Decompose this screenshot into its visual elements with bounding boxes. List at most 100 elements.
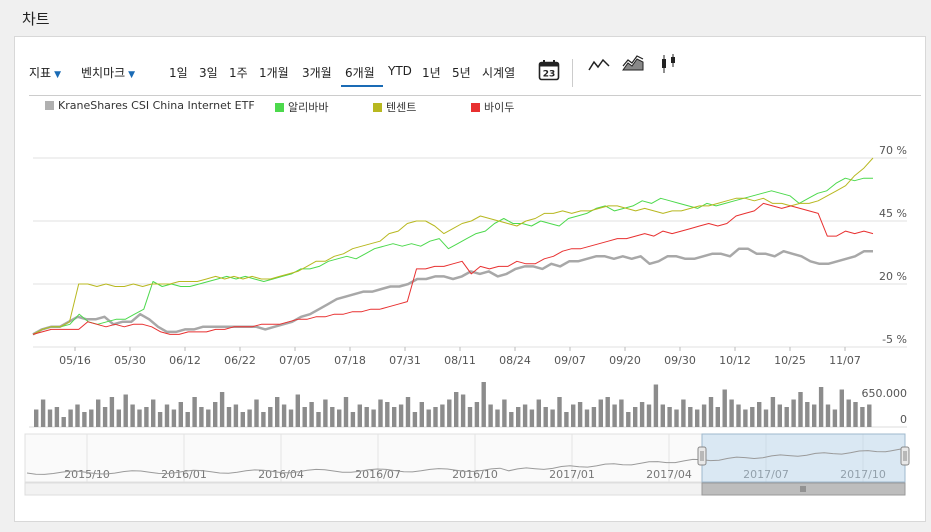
volume-bar (309, 402, 314, 427)
volume-bar (330, 407, 335, 427)
volume-bar (109, 397, 115, 427)
volume-bar (818, 387, 824, 427)
series-line-0[interactable] (32, 247, 873, 336)
calendar-day: 23 (543, 70, 556, 80)
calendar-icon[interactable]: 23 (538, 59, 560, 81)
y-tick-label: 45 % (879, 207, 907, 220)
volume-bar (405, 397, 411, 427)
x-tick-label: 05/30 (114, 354, 146, 367)
period-3d[interactable]: 3일 (199, 66, 218, 80)
indicator-dropdown[interactable]: 지표 ▼ (29, 64, 61, 81)
period-6m[interactable]: 6개월 (345, 66, 375, 80)
period-ytd[interactable]: YTD (388, 64, 412, 78)
volume-bar (89, 409, 94, 427)
volume-bar (832, 409, 838, 427)
volume-bar (240, 412, 245, 427)
volume-bar (633, 407, 638, 427)
line-chart-icon[interactable] (588, 57, 610, 73)
volume-bar (646, 404, 652, 427)
period-1m[interactable]: 1개월 (259, 66, 289, 80)
volume-bar (357, 404, 362, 427)
volume-bar (82, 412, 87, 427)
volume-bar (750, 407, 755, 427)
volume-bar (481, 382, 486, 427)
volume-bar (564, 412, 569, 427)
chart-toolbar: 지표 ▼ 벤치마크 ▼ 1일 3일 1주 1개월 3개월 6개월 YTD 1년 5년… (15, 37, 925, 97)
volume-bar (144, 407, 149, 427)
price-chart[interactable]: 70 % 45 % 20 % -5 % 05/16 05/30 06/12 06/22 07/0… (15, 37, 927, 523)
series-line-1[interactable] (32, 177, 873, 335)
navigator-label: 2016/07 (355, 468, 401, 481)
period-1w[interactable]: 1주 (229, 66, 248, 80)
volume-bar (598, 399, 603, 427)
legend-item-etf[interactable]: KraneShares CSI China Internet ETF (45, 99, 255, 112)
navigator-left-handle[interactable] (697, 446, 707, 466)
legend-swatch (373, 103, 382, 112)
candlestick-chart-icon[interactable] (660, 53, 678, 75)
period-1d[interactable]: 1일 (169, 66, 188, 80)
volume-bar (743, 409, 748, 427)
volume-bar (550, 409, 555, 427)
x-tick-label: 10/12 (719, 354, 751, 367)
legend-label: 텐센트 (386, 101, 417, 114)
toolbar-separator (29, 95, 921, 96)
volume-bar (536, 399, 541, 427)
x-tick-label: 06/12 (169, 354, 201, 367)
legend-item-alibaba[interactable]: 알리바바 (275, 99, 328, 115)
series-line-3[interactable] (32, 202, 874, 335)
volume-bar (467, 407, 473, 427)
volume-bar (447, 399, 452, 427)
volume-bar (791, 399, 796, 427)
period-5y[interactable]: 5년 (452, 66, 471, 80)
volume-bar (54, 407, 60, 427)
benchmark-dropdown[interactable]: 벤치마크 ▼ (81, 64, 135, 81)
volume-bar (777, 404, 782, 427)
legend-label: KraneShares CSI China Internet ETF (58, 99, 255, 112)
legend-label: 바이두 (484, 101, 515, 114)
volume-bar (798, 392, 803, 427)
volume-bar (316, 412, 321, 427)
indicator-dropdown-label: 지표 (29, 66, 52, 80)
page-title: 차트 (22, 10, 50, 28)
volume-bar (667, 407, 672, 427)
volume-bar (364, 407, 369, 427)
volume-bar (385, 402, 390, 427)
period-1y[interactable]: 1년 (422, 66, 441, 80)
x-tick-label: 10/25 (774, 354, 806, 367)
series-line-2[interactable] (32, 157, 874, 335)
period-all[interactable]: 시계열 (482, 66, 516, 80)
volume-bar (867, 404, 872, 427)
period-3m[interactable]: 3개월 (302, 66, 332, 80)
volume-bar (557, 397, 562, 427)
area-chart-icon[interactable] (622, 55, 644, 73)
volume-bar (736, 404, 741, 427)
volume-bar (96, 399, 101, 427)
volume-bar (199, 407, 204, 427)
volume-bar (130, 404, 135, 427)
navigator-label: 2017/04 (646, 468, 692, 481)
legend-item-tencent[interactable]: 텐센트 (373, 99, 416, 115)
volume-bar (323, 399, 328, 427)
volume-bar (302, 407, 307, 427)
volume-bar (516, 407, 521, 427)
volume-bar (529, 409, 535, 427)
volume-bar (102, 407, 108, 427)
active-period-indicator (341, 85, 383, 87)
volume-bar (137, 409, 142, 427)
volume-bar (639, 402, 645, 427)
legend-item-baidu[interactable]: 바이두 (471, 99, 514, 115)
x-tick-label: 11/07 (829, 354, 861, 367)
volume-bar (233, 404, 239, 427)
navigator-label: 2016/01 (161, 468, 207, 481)
volume-bar (61, 417, 66, 427)
legend-swatch (471, 103, 480, 112)
navigator-line (26, 448, 904, 475)
volume-bar (371, 409, 376, 427)
volume-bar (213, 402, 218, 427)
volume-bar (116, 409, 121, 427)
navigator-label: 2016/10 (452, 468, 498, 481)
volume-bar (454, 392, 459, 427)
volume-bar (619, 399, 624, 427)
volume-bar (584, 409, 590, 427)
navigator-right-handle[interactable] (900, 446, 910, 466)
